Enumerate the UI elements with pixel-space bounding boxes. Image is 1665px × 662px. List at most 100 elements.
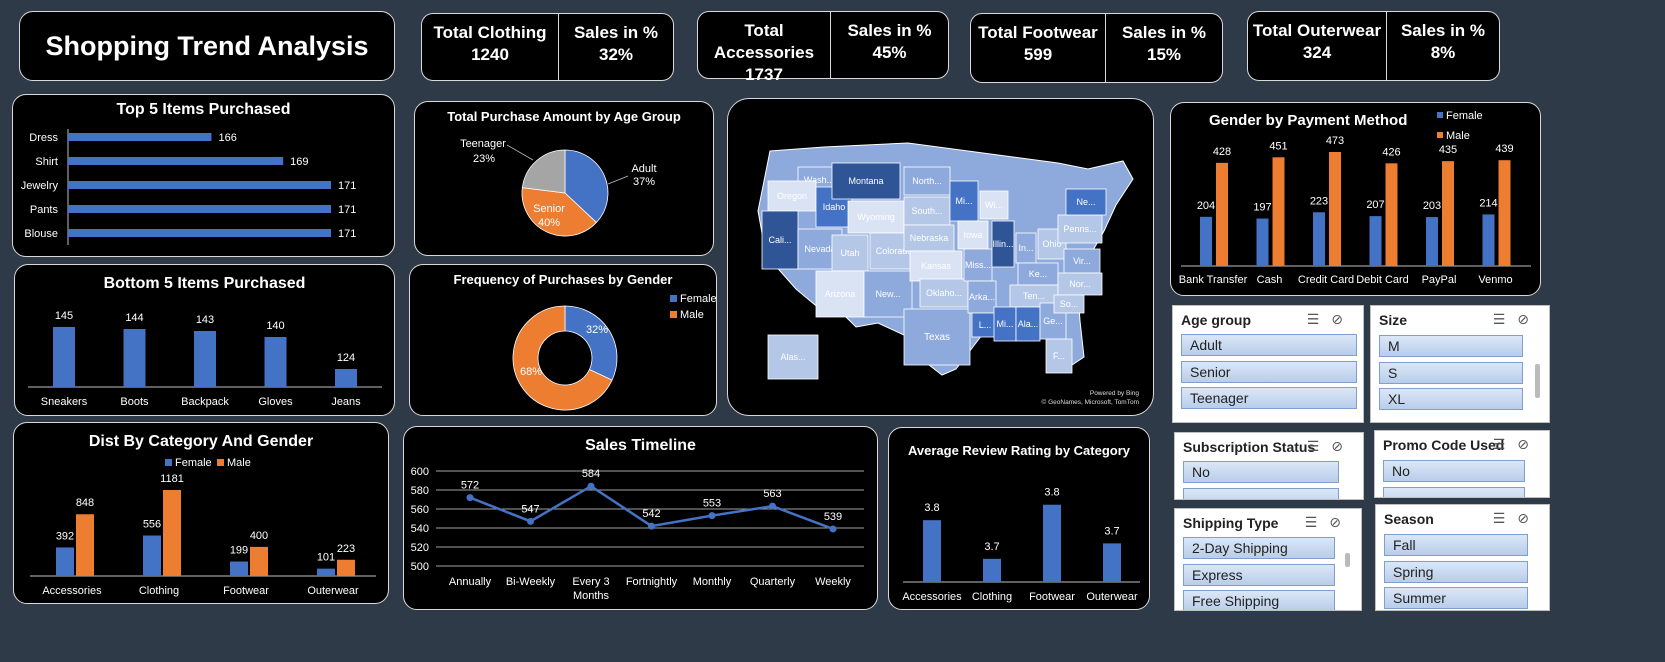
slicer-item[interactable]: Adult [1181,334,1357,356]
data-label: 171 [338,228,356,240]
state-label: Ten... [1023,291,1045,301]
data-label: 435 [1439,144,1457,156]
data-label: 197 [1253,202,1271,214]
slicer-subscription-status: Subscription Status ☰⊘ No [1174,432,1364,500]
slicer-age-group: Age group ☰⊘ Adult Senior Teenager [1172,305,1364,423]
bar [68,229,331,237]
map-state [761,210,799,270]
kpi-pct-label: Sales in % [1400,21,1486,40]
map-state [815,270,865,318]
slicer-item[interactable]: Summer [1384,587,1528,609]
kpi-pct: 15% [1146,45,1182,64]
tick-label: Outerwear [1086,591,1138,603]
slicer-scrollbar[interactable] [1345,553,1350,567]
bar [1498,160,1511,266]
data-label: 439 [1495,143,1513,155]
data-label: 143 [196,314,214,326]
slicer-item[interactable] [1383,487,1525,497]
dist-chart-panel: Dist By Category And Gender Female Male 39… [13,422,389,604]
slicer-item[interactable]: No [1183,461,1339,483]
slicer-item[interactable]: 2-Day Shipping [1183,537,1335,559]
kpi-pct: 32% [598,45,634,64]
data-label: 556 [143,519,161,531]
state-label: Nevada [804,244,835,254]
bar [1442,161,1454,266]
data-label: 166 [218,132,236,144]
map-credit-line2: © GeoNames, Microsoft, TomTom [1041,399,1140,406]
state-label: Montana [848,176,883,186]
kpi-pct-label: Sales in % [847,21,932,40]
map-state [831,162,901,200]
y-tick-label: 560 [411,504,429,516]
slicer-item[interactable]: S [1379,362,1523,384]
clear-filter-icon[interactable]: ⊘ [1517,510,1541,526]
slicer-item[interactable]: Express [1183,564,1335,586]
slicer-item[interactable]: No [1383,460,1525,482]
kpi-label: Total Footwear [978,23,1098,42]
legend-label: Female [1446,110,1483,122]
tick-label: Venmo [1478,274,1512,286]
state-label: Penns... [1063,224,1096,234]
chart-title: Top 5 Items Purchased [116,101,291,118]
tick-label: Bank Transfer [1179,274,1248,286]
tick-label: Clothing [972,591,1012,603]
clear-filter-icon[interactable]: ⊘ [1331,438,1355,454]
data-label: 428 [1213,146,1231,158]
kpi-value: 324 [1302,43,1332,62]
slicer-item[interactable]: Spring [1384,561,1528,583]
multi-select-icon[interactable]: ☰ [1492,311,1518,327]
slicer-scrollbar[interactable] [1535,364,1540,398]
bar [923,520,941,582]
data-label: 144 [125,312,143,324]
data-label: 171 [338,180,356,192]
multi-select-icon[interactable]: ☰ [1306,438,1332,454]
donut-slice [512,305,613,411]
multi-select-icon[interactable]: ☰ [1492,436,1518,452]
rating-chart-panel: Average Review Rating by Category 3.8 Acc… [888,427,1150,610]
tick-label: Jewelry [21,180,59,192]
kpi-label: Total Outerwear [1252,21,1382,40]
bar [68,157,284,165]
multi-select-icon[interactable]: ☰ [1304,514,1330,530]
tick-label: Boots [120,396,149,408]
slicer-item[interactable]: Senior [1181,361,1357,383]
slicer-item[interactable]: Free Shipping [1183,590,1335,610]
tick-label: Blouse [24,228,58,240]
kpi-pct-label: Sales in % [573,23,659,42]
slicer-item[interactable]: Teenager [1181,387,1357,409]
tick-label: Gloves [258,396,293,408]
bar [1369,216,1382,266]
slicer-item[interactable] [1183,488,1339,499]
slicer-item[interactable]: M [1379,335,1523,357]
map-state [863,270,913,318]
data-label: 145 [55,310,73,322]
map-state [1045,338,1073,374]
state-label: Ohio [1042,239,1061,249]
multi-select-icon[interactable]: ☰ [1492,510,1518,526]
slicer-item[interactable]: XL [1379,388,1523,410]
clear-filter-icon[interactable]: ⊘ [1517,436,1541,452]
data-label: 203 [1423,200,1441,212]
state-label: Illin... [992,239,1013,249]
chart-title: Bottom 5 Items Purchased [103,275,306,292]
kpi-pct-label: Sales in % [1121,23,1207,42]
multi-select-icon[interactable]: ☰ [1306,311,1332,327]
tick-label: Jeans [331,396,361,408]
clear-filter-icon[interactable]: ⊘ [1329,514,1353,530]
bar [53,327,75,387]
clear-filter-icon[interactable]: ⊘ [1517,311,1541,327]
data-label: 3.7 [1104,525,1119,537]
slicer-item[interactable]: Fall [1384,534,1528,556]
clear-filter-icon[interactable]: ⊘ [1331,311,1355,327]
chart-title: Average Review Rating by Category [907,443,1131,458]
kpi-accessories: Total Accessories 1737 Sales in % 45% [697,11,949,84]
data-label: 3.7 [984,541,999,553]
state-label: Idaho [823,202,846,212]
map-state [957,220,989,250]
freq-chart-panel: Frequency of Purchases by Gender 32% 68% F… [409,264,717,416]
state-label: In... [1018,243,1033,253]
x-tick-label: Monthly [693,576,732,588]
bar [143,535,161,576]
bar [1426,217,1438,266]
us-map[interactable]: Wash... Oregon Cali... Nevada Idaho Montana Wy… [728,99,1154,416]
